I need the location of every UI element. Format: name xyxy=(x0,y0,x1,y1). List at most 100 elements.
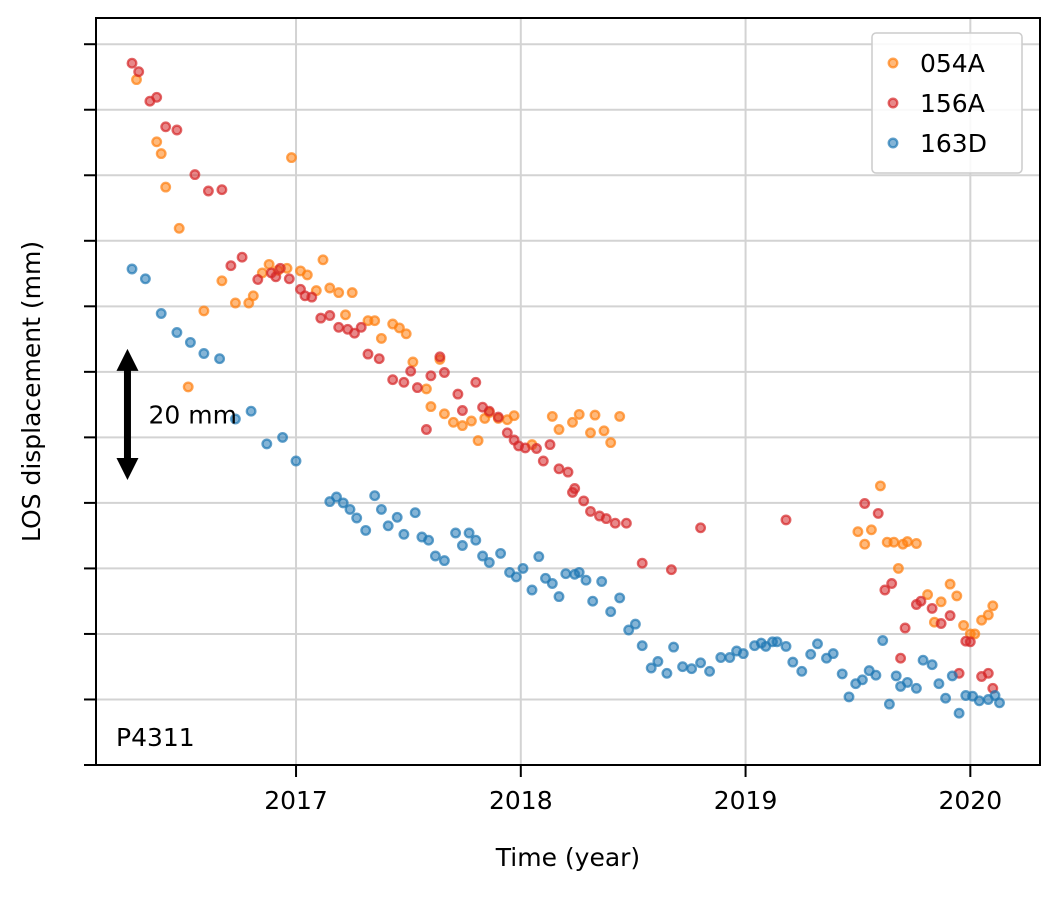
point-054A xyxy=(229,297,241,309)
point-163D xyxy=(463,527,475,539)
point-163D xyxy=(917,654,929,666)
scale-bar-label: 20 mm xyxy=(148,400,236,429)
point-163D xyxy=(184,336,196,348)
point-156A xyxy=(544,439,556,451)
point-163D xyxy=(614,592,626,604)
point-163D xyxy=(652,656,664,667)
point-054A xyxy=(393,322,405,334)
point-163D xyxy=(344,503,356,515)
point-054A xyxy=(567,416,578,428)
point-163D xyxy=(629,618,641,630)
point-163D xyxy=(953,707,965,719)
point-163D xyxy=(661,667,673,679)
point-156A xyxy=(915,595,927,607)
point-156A xyxy=(562,466,574,478)
point-163D xyxy=(261,438,273,450)
y-axis-label: LOS displacement (mm) xyxy=(17,241,46,542)
point-054A xyxy=(198,305,210,317)
point-054A xyxy=(976,614,988,626)
point-163D xyxy=(994,697,1005,709)
point-163D xyxy=(883,698,895,710)
point-163D xyxy=(533,551,545,563)
point-163D xyxy=(933,678,945,690)
point-156A xyxy=(585,505,596,517)
point-163D xyxy=(391,511,403,523)
point-156A xyxy=(899,622,911,634)
point-156A xyxy=(274,262,286,274)
point-156A xyxy=(456,405,468,416)
point-163D xyxy=(540,572,551,584)
point-156A xyxy=(306,291,318,303)
point-163D xyxy=(877,635,889,646)
point-156A xyxy=(578,495,590,507)
point-054A xyxy=(892,562,904,574)
point-054A xyxy=(173,222,185,234)
point-054A xyxy=(301,269,313,281)
point-054A xyxy=(438,408,450,420)
point-163D xyxy=(910,682,922,694)
legend-label-156A: 156A xyxy=(920,89,985,118)
point-163D xyxy=(973,695,985,707)
point-156A xyxy=(620,517,632,529)
point-163D xyxy=(695,657,707,669)
point-163D xyxy=(890,670,902,682)
point-054A xyxy=(888,536,900,548)
point-156A xyxy=(859,498,871,509)
point-054A xyxy=(935,596,947,608)
point-054A xyxy=(369,315,381,327)
point-054A xyxy=(922,589,934,601)
point-156A xyxy=(225,260,237,272)
point-156A xyxy=(216,184,228,196)
point-054A xyxy=(605,437,617,449)
point-156A xyxy=(537,455,549,467)
point-163D xyxy=(331,491,342,503)
point-054A xyxy=(982,609,994,621)
point-163D xyxy=(926,659,938,671)
point-156A xyxy=(926,602,938,614)
legend-label-054A: 054A xyxy=(920,49,985,78)
point-163D xyxy=(229,413,241,425)
point-156A xyxy=(944,610,956,622)
point-054A xyxy=(589,409,601,421)
point-163D xyxy=(836,668,848,680)
point-054A xyxy=(553,424,565,435)
point-156A xyxy=(553,463,565,475)
point-156A xyxy=(387,374,399,386)
point-163D xyxy=(456,540,468,551)
point-163D xyxy=(677,661,689,673)
point-156A xyxy=(452,388,464,400)
point-163D xyxy=(901,676,913,688)
point-163D xyxy=(645,662,657,674)
point-156A xyxy=(315,312,327,324)
point-156A xyxy=(411,382,423,394)
point-054A xyxy=(400,328,412,340)
station-label: P4311 xyxy=(116,723,195,752)
point-054A xyxy=(585,427,596,439)
point-054A xyxy=(420,383,432,395)
point-163D xyxy=(155,308,167,319)
point-163D xyxy=(470,534,482,546)
point-163D xyxy=(940,692,952,704)
point-163D xyxy=(636,640,648,652)
point-163D xyxy=(510,571,522,583)
point-156A xyxy=(470,376,482,388)
point-054A xyxy=(901,536,913,548)
point-163D xyxy=(805,648,817,660)
point-156A xyxy=(420,424,432,435)
point-163D xyxy=(668,641,680,653)
point-156A xyxy=(569,483,581,494)
point-163D xyxy=(245,405,257,417)
point-054A xyxy=(987,600,999,612)
point-163D xyxy=(171,327,183,338)
point-163D xyxy=(483,557,495,568)
point-163D xyxy=(409,507,421,519)
point-156A xyxy=(483,405,495,417)
legend: 054A 156A 163D xyxy=(871,32,1023,174)
point-156A xyxy=(879,584,891,596)
point-163D xyxy=(290,455,302,467)
point-156A xyxy=(252,274,264,285)
point-054A xyxy=(951,590,963,602)
point-054A xyxy=(333,287,345,299)
point-163D xyxy=(337,497,349,509)
